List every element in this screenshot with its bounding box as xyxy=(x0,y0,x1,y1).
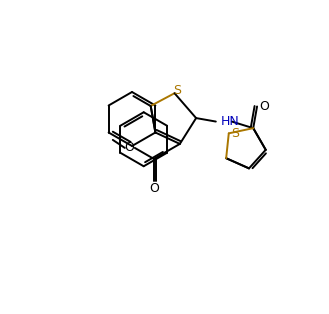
Text: HN: HN xyxy=(221,115,240,128)
Text: O: O xyxy=(259,100,269,113)
Text: S: S xyxy=(173,84,182,97)
Text: O: O xyxy=(149,182,159,195)
Text: O: O xyxy=(124,141,134,154)
Text: S: S xyxy=(231,127,239,140)
